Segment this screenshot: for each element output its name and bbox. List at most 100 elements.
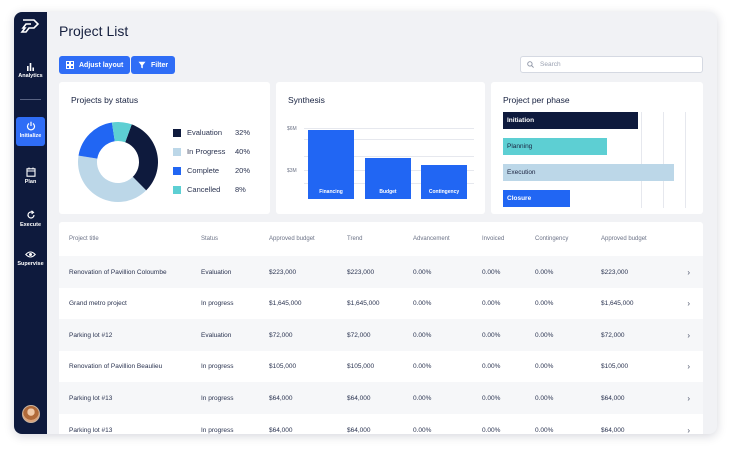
table-header: Project title Status Approved budget Trend A… bbox=[59, 222, 703, 256]
card-title: Projects by status bbox=[71, 95, 139, 105]
grid-line bbox=[685, 112, 686, 208]
table-cell: $223,000 bbox=[347, 268, 375, 276]
table-cell: $1,645,000 bbox=[601, 300, 634, 308]
column-header[interactable]: Trend bbox=[347, 236, 363, 242]
column-header[interactable]: Status bbox=[201, 236, 219, 242]
table-cell: $64,000 bbox=[269, 426, 293, 434]
table-cell: $64,000 bbox=[347, 394, 371, 402]
table-cell: $1,645,000 bbox=[269, 300, 302, 308]
sidebar-item-supervise[interactable]: Supervise bbox=[16, 250, 45, 267]
app-window: Analytics Initialize Plan Execute Super bbox=[14, 12, 717, 434]
table-cell: Renovation of Pavillion Coloumbe bbox=[69, 268, 167, 276]
table-cell: $72,000 bbox=[347, 331, 371, 339]
table-cell: $223,000 bbox=[601, 268, 629, 276]
table-cell: 0.00% bbox=[535, 426, 554, 434]
grid-line bbox=[641, 112, 642, 208]
filter-label: Filter bbox=[151, 61, 169, 69]
table-cell: 0.00% bbox=[413, 426, 432, 434]
legend-item: Cancelled 8% bbox=[173, 185, 253, 194]
phase-bar-closure: Closure bbox=[503, 190, 571, 207]
chevron-right-icon[interactable]: › bbox=[687, 299, 690, 309]
legend-label: Evaluation bbox=[187, 128, 223, 137]
sidebar-item-plan[interactable]: Plan bbox=[16, 167, 45, 185]
bar-budget bbox=[365, 158, 411, 199]
table-cell: Parking lot #12 bbox=[69, 331, 113, 339]
phase-bar-label: Planning bbox=[507, 143, 533, 150]
column-header[interactable]: Project title bbox=[69, 236, 99, 242]
table-cell: In progress bbox=[201, 363, 234, 371]
chevron-right-icon[interactable]: › bbox=[687, 362, 690, 372]
chevron-right-icon[interactable]: › bbox=[687, 425, 690, 435]
table-row[interactable]: Grand metro project In progress $1,645,000… bbox=[59, 288, 703, 320]
table-cell: $105,000 bbox=[269, 363, 297, 371]
phase-bar-label: Execution bbox=[507, 169, 536, 176]
table-cell: 0.00% bbox=[482, 426, 501, 434]
table-cell: 0.00% bbox=[413, 331, 432, 339]
legend-swatch bbox=[173, 166, 181, 175]
filter-button[interactable]: Filter bbox=[131, 56, 176, 74]
sidebar-item-label: Supervise bbox=[17, 261, 44, 267]
phase-bar-chart: Initiation Planning Execution Closure bbox=[491, 82, 703, 214]
synthesis-bar-chart: $6M $3M Financing Budget Contingency bbox=[276, 82, 485, 214]
sidebar-item-analytics[interactable]: Analytics bbox=[16, 62, 45, 79]
eye-icon bbox=[25, 251, 36, 258]
y-tick-label: $6M bbox=[287, 126, 297, 132]
table-cell: 0.00% bbox=[413, 363, 432, 371]
search-icon bbox=[527, 61, 534, 68]
table-row[interactable]: Renovation of Pavillion Beaulieu In progr… bbox=[59, 351, 703, 383]
page-title: Project List bbox=[59, 23, 129, 39]
table-row[interactable]: Renovation of Pavillion Coloumbe Evaluati… bbox=[59, 256, 703, 288]
table-cell: Renovation of Pavillion Beaulieu bbox=[69, 363, 163, 371]
legend-label: Complete bbox=[187, 166, 220, 175]
donut-slice-evaluation bbox=[125, 124, 158, 191]
grid-line bbox=[304, 128, 474, 129]
search-placeholder: Search bbox=[540, 61, 561, 68]
bar-label: Budget bbox=[379, 189, 397, 195]
chevron-right-icon[interactable]: › bbox=[687, 393, 690, 403]
table-cell: 0.00% bbox=[413, 300, 432, 308]
bar-label: Financing bbox=[319, 189, 343, 195]
legend-swatch bbox=[173, 128, 181, 137]
table-cell: $105,000 bbox=[601, 363, 629, 371]
table-cell: In progress bbox=[201, 394, 234, 402]
table-cell: Parking lot #13 bbox=[69, 394, 113, 402]
legend-value: 40% bbox=[235, 147, 251, 156]
legend-value: 20% bbox=[235, 166, 251, 175]
table-cell: $72,000 bbox=[269, 331, 293, 339]
card-title: Project per phase bbox=[503, 95, 570, 105]
column-header[interactable]: Approved budget bbox=[601, 236, 647, 242]
table-cell: 0.00% bbox=[482, 300, 501, 308]
grid-line bbox=[663, 112, 664, 208]
column-header[interactable]: Contingency bbox=[535, 236, 569, 242]
chevron-right-icon[interactable]: › bbox=[687, 267, 690, 277]
table-cell: $105,000 bbox=[347, 363, 375, 371]
legend-label: Cancelled bbox=[187, 185, 221, 194]
legend-item: Evaluation 32% bbox=[173, 128, 253, 137]
refresh-icon bbox=[26, 210, 35, 219]
table-cell: $72,000 bbox=[601, 331, 625, 339]
table-cell: $64,000 bbox=[601, 394, 625, 402]
table-cell: 0.00% bbox=[482, 331, 501, 339]
table-row[interactable]: Parking lot #13 In progress $64,000 $64,000… bbox=[59, 414, 703, 435]
sidebar-item-label: Execute bbox=[19, 222, 42, 228]
column-header[interactable]: Approved budget bbox=[269, 236, 315, 242]
table-row[interactable]: Parking lot #12 Evaluation $72,000 $72,000 0… bbox=[59, 319, 703, 352]
table-cell: 0.00% bbox=[482, 268, 501, 276]
layout-grid-icon bbox=[66, 61, 74, 69]
bar-chart-icon bbox=[27, 63, 34, 71]
donut-slice-cancelled bbox=[111, 122, 132, 143]
column-header[interactable]: Advancement bbox=[413, 236, 450, 242]
table-cell: $64,000 bbox=[347, 426, 371, 434]
table-cell: 0.00% bbox=[535, 331, 554, 339]
chevron-right-icon[interactable]: › bbox=[687, 330, 690, 340]
sidebar-item-initialize[interactable]: Initialize bbox=[16, 117, 45, 146]
donut-slice-complete bbox=[78, 122, 115, 159]
search-input[interactable]: Search bbox=[520, 56, 703, 73]
phase-bar-label: Initiation bbox=[507, 117, 535, 124]
adjust-layout-button[interactable]: Adjust layout bbox=[59, 56, 131, 74]
table-row[interactable]: Parking lot #13 In progress $64,000 $64,000… bbox=[59, 382, 703, 415]
sidebar-item-execute[interactable]: Execute bbox=[16, 210, 45, 228]
avatar[interactable] bbox=[22, 405, 40, 423]
column-header[interactable]: Invoiced bbox=[482, 236, 505, 242]
table-cell: $64,000 bbox=[269, 394, 293, 402]
